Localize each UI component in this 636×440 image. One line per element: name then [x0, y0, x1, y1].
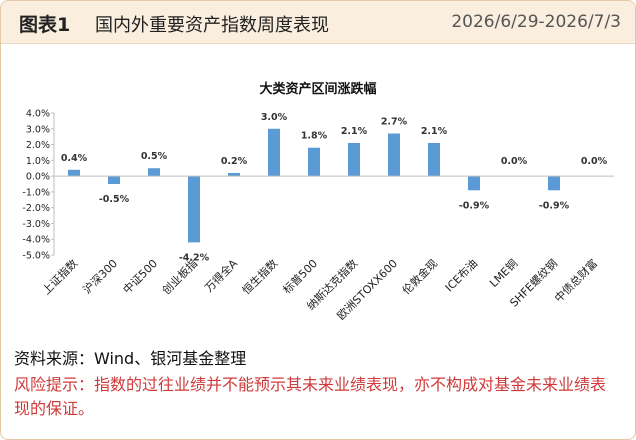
bar: [68, 169, 80, 177]
bar: [108, 176, 120, 184]
bar: [428, 142, 440, 177]
bar: [468, 176, 480, 191]
data-label: 0.0%: [581, 156, 608, 167]
figure-label: 图表1: [19, 14, 71, 36]
data-label: 0.4%: [61, 153, 88, 164]
data-label: 0.0%: [501, 156, 528, 167]
x-tick-label: 伦敦金现: [399, 256, 440, 297]
x-axis-labels: 上证指数 沪深300 中证500 创业板指 万得全A 恒生指数 标普500纳斯达克指数欧洲S…: [39, 256, 600, 323]
figure-header: 图表1 国内外重要资产指数周度表现 2026/6/29-2026/7/3: [1, 1, 635, 44]
data-label: 0.2%: [221, 156, 248, 167]
y-tick-label: 0.0%: [26, 172, 50, 183]
x-tick-label: 标普500: [280, 256, 320, 296]
chart-container: 大类资产区间涨跌幅 4.0% 3.0% 2.0% 1.0% 0.0% -1.0% -2.0%…: [14, 61, 622, 339]
data-labels: 0.4% -0.5% 0.5% -4.2% 0.2% 3.0% 1.8% 2.1% 2.7% 2.…: [61, 112, 608, 264]
bar: [268, 128, 280, 177]
bars: [68, 128, 560, 243]
y-tick-label: 4.0%: [26, 109, 50, 120]
bar: [228, 172, 240, 177]
bar: [148, 168, 160, 177]
data-label: -0.9%: [459, 200, 490, 211]
data-label: -0.5%: [99, 194, 130, 205]
y-tick-label: -2.0%: [22, 203, 50, 214]
x-tick-label: 恒生指数: [239, 256, 280, 297]
y-tick-label: -5.0%: [22, 251, 50, 262]
figure-title: 国内外重要资产指数周度表现: [95, 15, 329, 36]
y-tick-label: -4.0%: [22, 235, 50, 246]
data-label: 3.0%: [261, 112, 288, 123]
x-tick-label: 上证指数: [39, 256, 80, 297]
x-tick-label: LME铜: [486, 256, 520, 290]
data-label: 2.1%: [421, 126, 448, 137]
source-note: 资料来源：Wind、银河基金整理: [14, 349, 247, 368]
y-tick-label: -1.0%: [22, 187, 50, 198]
bar: [548, 176, 560, 191]
data-label: 2.7%: [381, 117, 408, 128]
data-label: 1.8%: [301, 131, 328, 142]
y-axis: 4.0% 3.0% 2.0% 1.0% 0.0% -1.0% -2.0% -3.0% -4.0%…: [22, 109, 55, 262]
bar: [308, 147, 320, 177]
y-tick-label: 1.0%: [26, 156, 50, 167]
bar: [388, 133, 400, 177]
data-label: 2.1%: [341, 126, 368, 137]
x-tick-label: 中证500: [121, 257, 161, 297]
y-tick-label: 2.0%: [26, 140, 50, 151]
risk-notice: 风险提示：指数的过往业绩并不能预示其未来业绩表现，亦不构成对基金未来业绩表现的保…: [14, 375, 607, 418]
chart-title: 大类资产区间涨跌幅: [259, 81, 376, 97]
x-tick-label: 中债总财富: [551, 256, 600, 305]
x-tick-label: 沪深300: [80, 256, 120, 296]
bar: [188, 176, 200, 243]
y-tick-label: -3.0%: [22, 219, 50, 230]
bar: [348, 142, 360, 177]
x-tick-label: ICE布油: [442, 256, 480, 294]
data-label: -4.2%: [179, 252, 210, 263]
bar-chart: 大类资产区间涨跌幅 4.0% 3.0% 2.0% 1.0% 0.0% -1.0% -2.0%…: [22, 81, 614, 323]
data-label: -0.9%: [539, 200, 570, 211]
date-range: 2026/6/29-2026/7/3: [451, 12, 621, 32]
y-tick-label: 3.0%: [26, 124, 50, 135]
data-label: 0.5%: [141, 151, 168, 162]
